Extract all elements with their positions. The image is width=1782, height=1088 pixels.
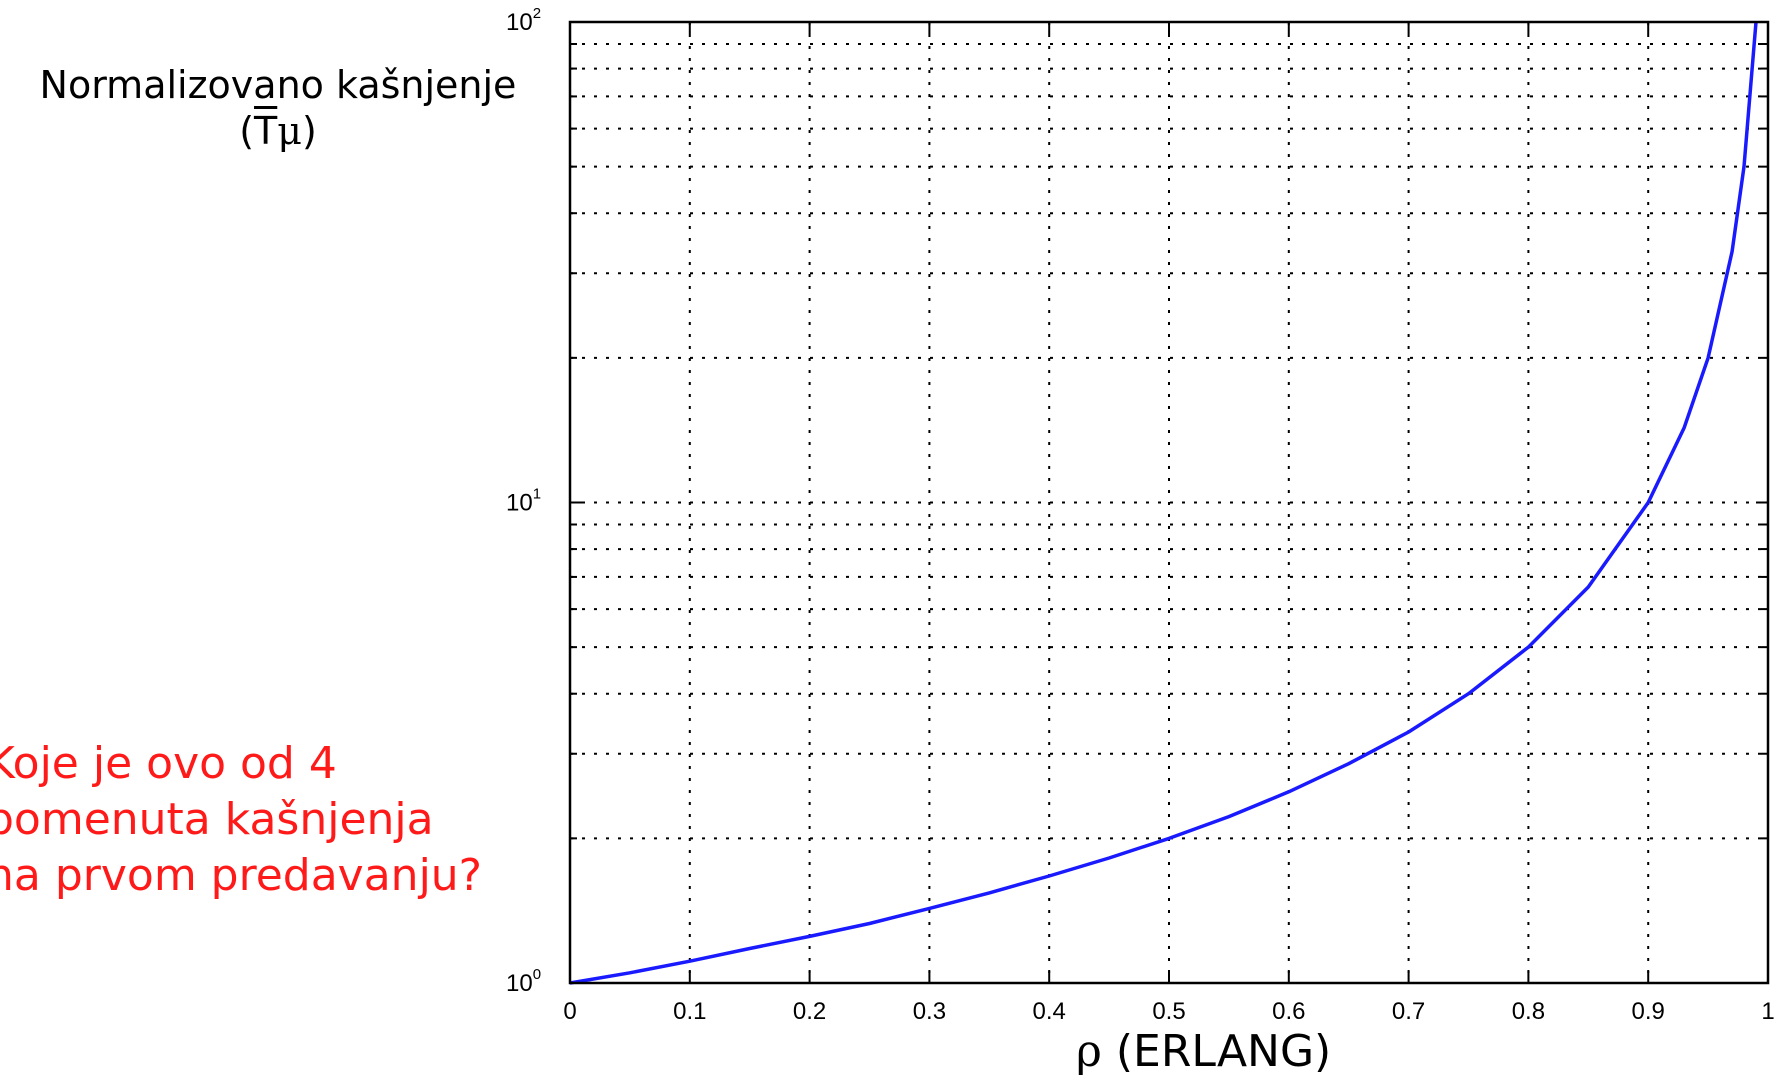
tick-marks [569,22,1769,983]
y-axis-label-t-bar: T [254,109,278,153]
y-axis-label-close-paren: ) [301,109,317,153]
x-tick-label: 0.8 [1512,998,1545,1025]
x-axis-label: ρ (ERLANG) [1076,1026,1331,1077]
y-tick-label: 100 [506,966,541,997]
x-tick-label: 0.5 [1152,998,1185,1025]
x-tick-label: 1 [1761,998,1774,1025]
x-tick-label: 0.6 [1272,998,1305,1025]
question-note: Koje je ovo od 4 pomenuta kašnjenja na p… [0,736,606,904]
y-tick-label: 101 [506,486,541,517]
y-axis-label: Normalizovano kašnjenje (Tμ) [8,62,548,154]
y-axis-label-line2: (Tμ) [8,108,548,154]
y-axis-label-mu: μ [277,109,302,153]
x-tick-label: 0.9 [1632,998,1665,1025]
x-axis-label-unit: (ERLANG) [1115,1026,1332,1077]
x-tick-label: 0.1 [673,998,706,1025]
x-tick-label: 0 [563,998,576,1025]
x-tick-label: 0.4 [1033,998,1066,1025]
delay-curve [569,21,1758,985]
y-tick-labels: 100 101 102 [506,5,541,997]
y-tick-label: 102 [506,5,541,36]
question-note-line3: na prvom predavanju? [0,850,483,901]
question-note-line2: pomenuta kašnjenja [0,794,434,845]
y-axis-label-line1: Normalizovano kašnjenje [39,63,517,107]
question-note-line1: Koje je ovo od 4 [0,738,337,789]
x-tick-labels: 0 0.1 0.2 0.3 0.4 0.5 0.6 0.7 0.8 0.9 1 [563,998,1774,1025]
x-tick-label: 0.2 [793,998,826,1025]
x-tick-label: 0.3 [913,998,946,1025]
x-tick-label: 0.7 [1392,998,1425,1025]
x-axis-label-rho: ρ [1076,1026,1102,1077]
y-axis-label-open-paren: ( [239,109,255,153]
